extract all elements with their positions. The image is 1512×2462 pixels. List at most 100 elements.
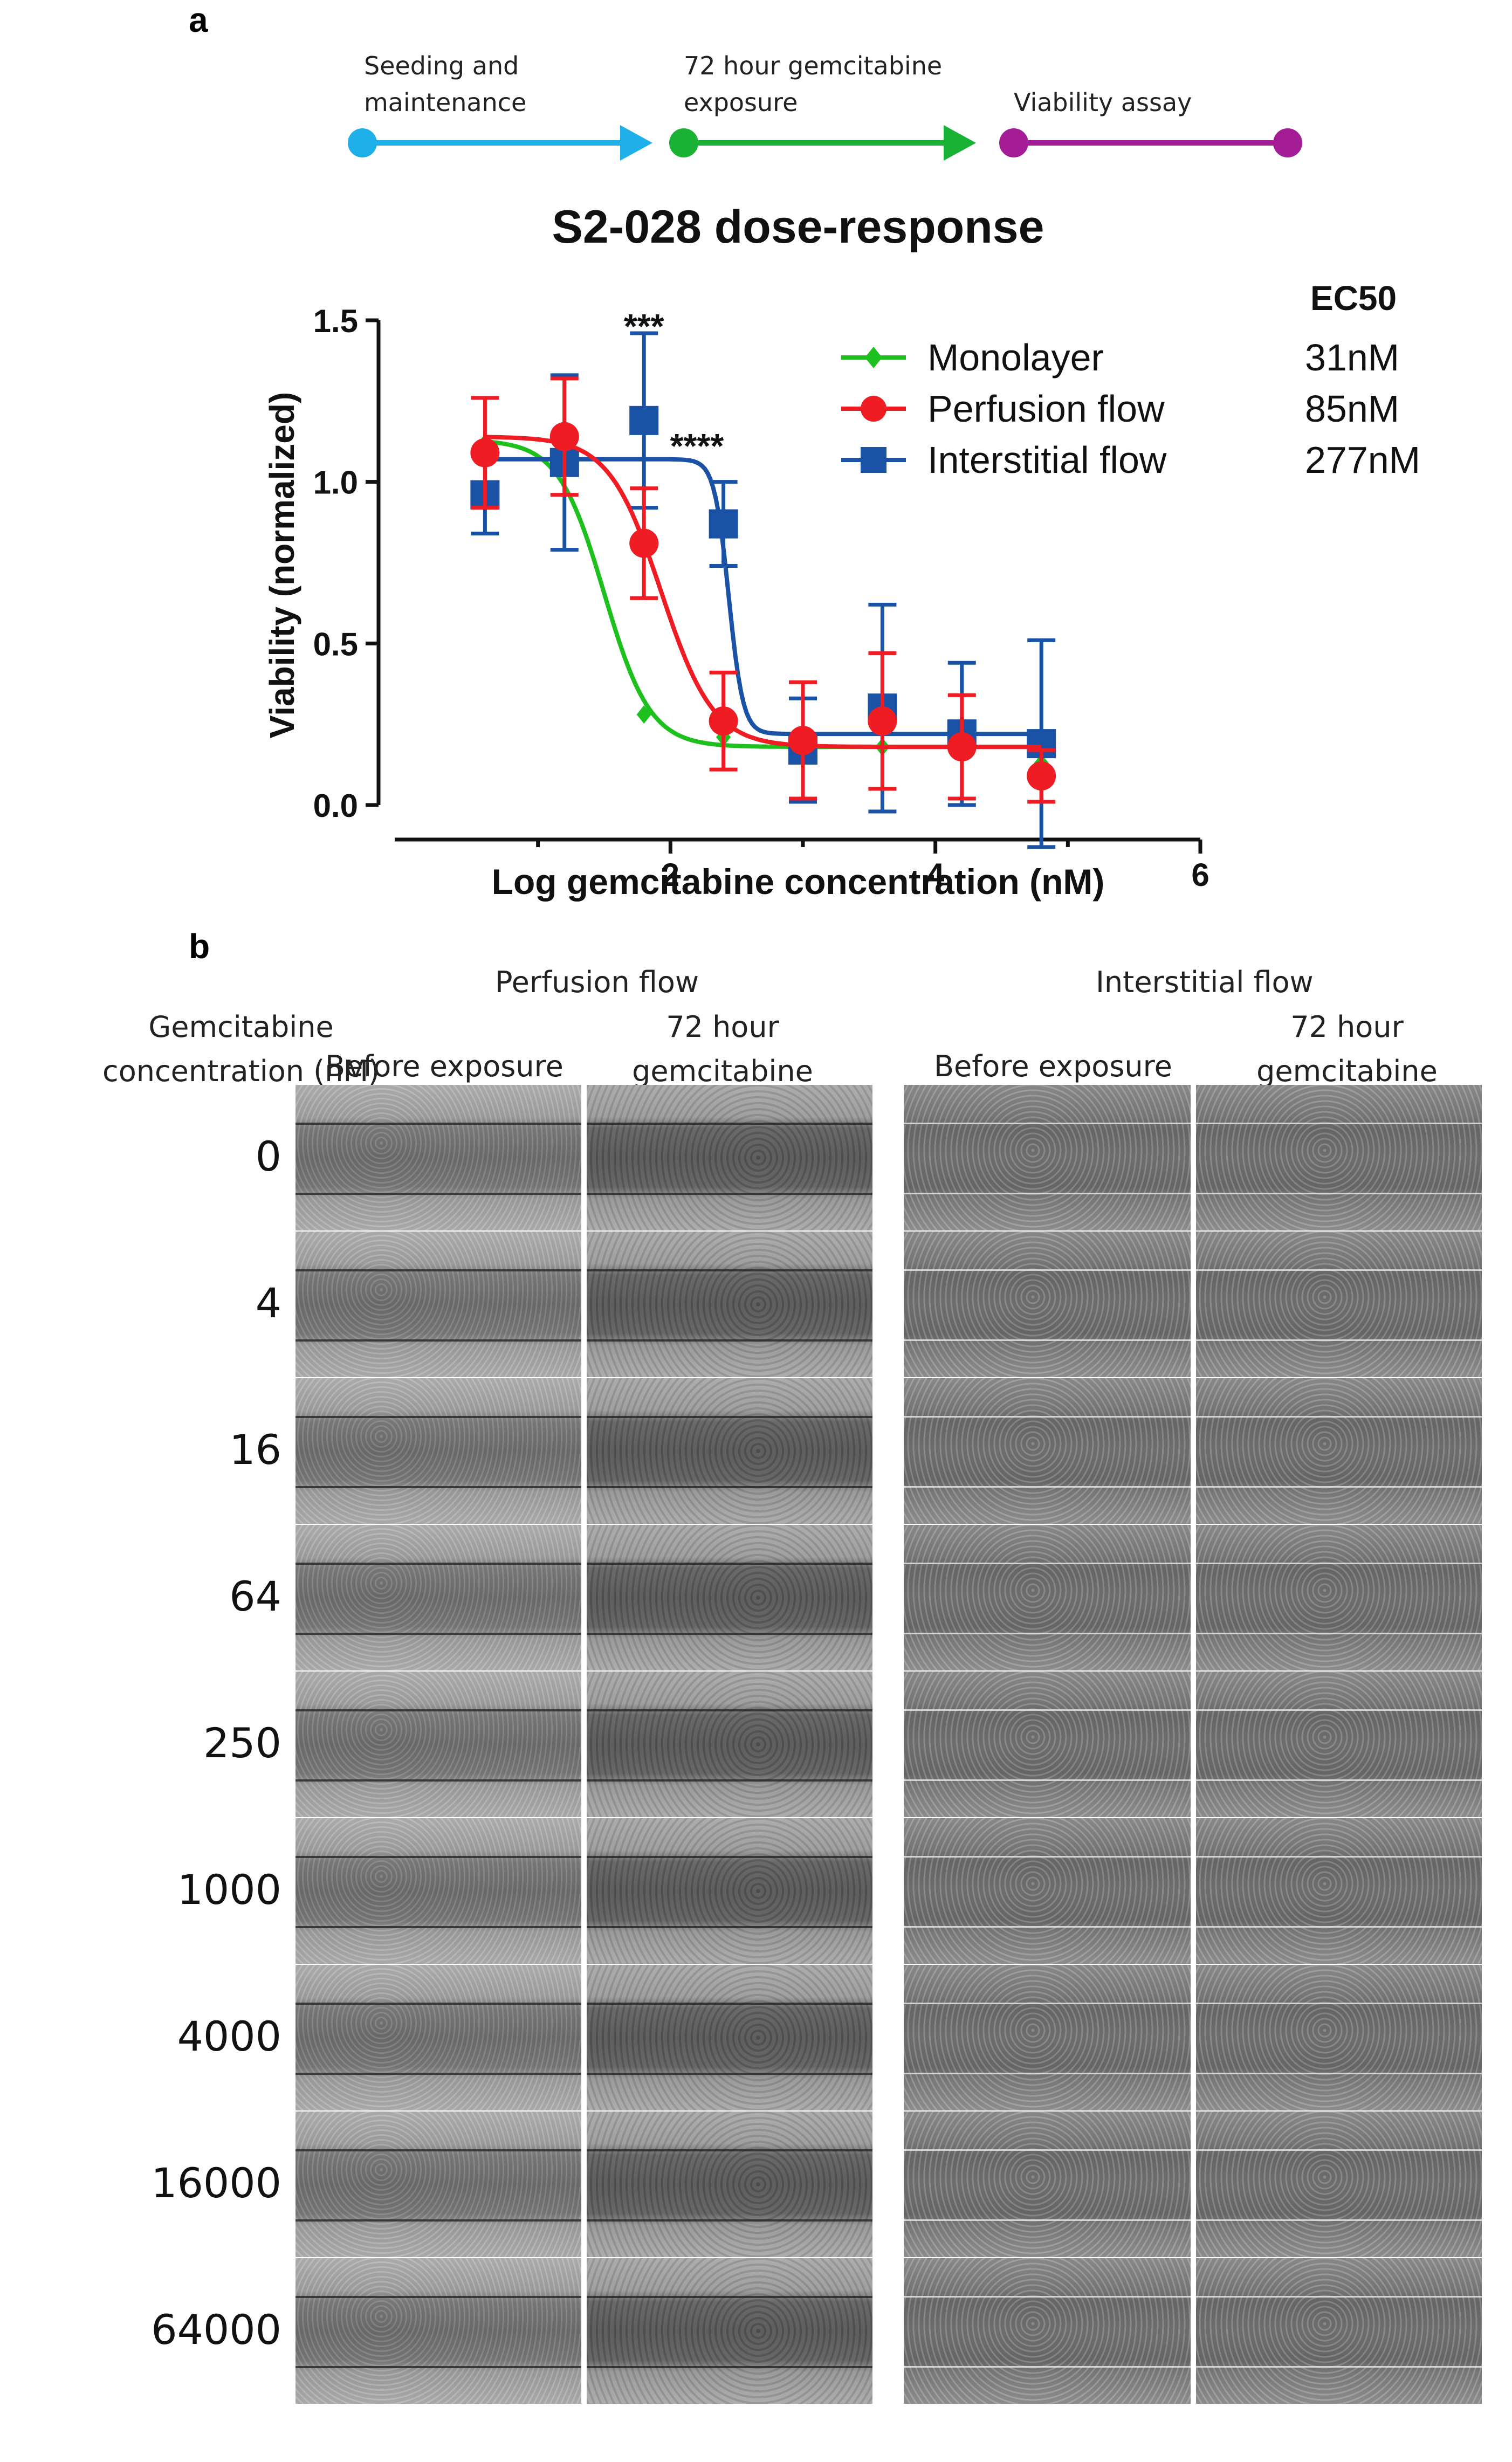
channel-boundary-line [904, 1563, 1191, 1565]
channel-boundary-line [587, 1416, 872, 1419]
panel-a-letter: a [189, 1, 208, 39]
timeline-dot-exposure [669, 128, 698, 157]
channel-boundary-line [587, 2072, 872, 2075]
channel-boundary-line [1196, 2072, 1482, 2074]
micrograph-cell [295, 2112, 581, 2257]
panel-b-letter: b [189, 927, 210, 966]
channel-boundary-line [904, 1632, 1191, 1634]
channel-boundary-line [1196, 2296, 1482, 2298]
micrograph-cell [1196, 1378, 1482, 1524]
chart-point-perfusion-flow [947, 732, 977, 762]
channel-boundary-line [295, 2072, 581, 2075]
timeline-step-1-line2: maintenance [364, 88, 527, 117]
channel-boundary-line [587, 1779, 872, 1782]
group-label-interstitial: Interstitial flow [1096, 965, 1314, 999]
micrograph-cell [587, 1232, 872, 1377]
legend-ec50-interstitial-flow: 277nM [1305, 439, 1420, 481]
micrograph-cell [904, 1818, 1191, 1964]
channel-boundary-line [587, 1192, 872, 1195]
channel-boundary-line [1196, 2219, 1482, 2221]
concentration-label: 64000 [151, 2306, 281, 2354]
micrograph-cell [904, 1378, 1191, 1524]
chart-x-tick-label: 6 [1191, 857, 1209, 893]
channel-boundary-line [295, 2149, 581, 2152]
concentration-label: 16000 [151, 2159, 281, 2207]
channel-boundary-line [1196, 2365, 1482, 2368]
concentration-label: 4 [255, 1279, 281, 1327]
channel-boundary-line [1196, 2003, 1482, 2005]
legend-label-perfusion-flow: Perfusion flow [927, 388, 1165, 430]
channel-boundary-line [295, 1416, 581, 1419]
channel-boundary-line [587, 1709, 872, 1712]
legend-ec50-perfusion-flow: 85nM [1305, 388, 1399, 430]
micrograph-cell [295, 1232, 581, 1377]
channel-boundary-line [1196, 1123, 1482, 1125]
channel-boundary-line [587, 2365, 872, 2368]
micrograph-cell [587, 1085, 872, 1230]
micrograph-cell [587, 2112, 872, 2257]
interstitial-col2-line1: 72 hour [1290, 1010, 1404, 1044]
channel-boundary-line [904, 2219, 1191, 2221]
interstitial-col2-header: 72 hour gemcitabine [1212, 1005, 1482, 1094]
micrograph-cell [904, 1525, 1191, 1670]
interstitial-col2-line2: gemcitabine [1256, 1054, 1438, 1088]
row-header: Gemcitabine concentration (nM) [102, 1005, 380, 1094]
micrograph-cell [1196, 1672, 1482, 1817]
channel-boundary-line [904, 1416, 1191, 1418]
group-label-perfusion: Perfusion flow [495, 965, 699, 999]
channel-boundary-line [1196, 1486, 1482, 1488]
channel-boundary-line [1196, 1856, 1482, 1858]
micrograph-cell [295, 1085, 581, 1230]
chart-y-tick-label: 0.5 [313, 626, 358, 662]
legend-label-monolayer: Monolayer [927, 336, 1104, 379]
micrograph-cell [904, 1085, 1191, 1230]
channel-boundary-line [295, 2219, 581, 2222]
channel-boundary-line [295, 1269, 581, 1272]
timeline-step-2-label: 72 hour gemcitabine exposure [684, 47, 942, 121]
chart-x-tick-label: 4 [926, 857, 945, 893]
micrograph-cell [1196, 1232, 1482, 1377]
dose-response-chart: S2-028 dose-response Viability (normaliz… [263, 201, 1420, 902]
channel-boundary-line [587, 1339, 872, 1342]
channel-boundary-line [904, 1339, 1191, 1341]
channel-boundary-line [295, 1779, 581, 1782]
micrograph-cell [1196, 2112, 1482, 2257]
channel-boundary-line [904, 1192, 1191, 1194]
micrograph-cell [587, 1525, 872, 1670]
channel-boundary-line [1196, 1416, 1482, 1418]
row-header-line2: concentration (nM) [102, 1054, 380, 1088]
chart-y-tick-label: 0.0 [313, 788, 358, 824]
channel-boundary-line [295, 1339, 581, 1342]
chart-point-monolayer [865, 347, 882, 368]
chart-point-perfusion-flow [549, 422, 579, 451]
micrograph-cell [587, 1965, 872, 2110]
micrograph-cell [1196, 1818, 1482, 1964]
legend-label-interstitial-flow: Interstitial flow [927, 439, 1167, 481]
micrograph-cell [587, 1378, 872, 1524]
micrograph-cell [295, 1525, 581, 1670]
micrograph-cell [904, 1672, 1191, 1817]
timeline-step-2-line2: exposure [684, 88, 798, 117]
channel-boundary-line [904, 2365, 1191, 2368]
row-header-line1: Gemcitabine [148, 1010, 334, 1044]
chart-point-interstitial-flow [709, 509, 738, 539]
micrograph-cell [1196, 2258, 1482, 2404]
chart-point-perfusion-flow [861, 396, 886, 422]
legend-ec50-monolayer: 31nM [1305, 336, 1399, 379]
channel-boundary-line [295, 1486, 581, 1488]
chart-fit-line-interstitial-flow [485, 457, 1042, 737]
channel-boundary-line [295, 2296, 581, 2299]
channel-boundary-line [587, 1632, 872, 1635]
perfusion-col1-header: Before exposure [325, 1049, 563, 1083]
micrograph-cell [587, 1672, 872, 1817]
micrograph-cell [295, 1672, 581, 1817]
perfusion-col2-line2: gemcitabine [632, 1054, 813, 1088]
concentration-label: 64 [229, 1572, 281, 1620]
channel-boundary-line [295, 1192, 581, 1195]
channel-boundary-line [587, 1563, 872, 1565]
channel-boundary-line [587, 1486, 872, 1488]
micrograph-cell [295, 2258, 581, 2404]
micrograph-cell [1196, 1965, 1482, 2110]
channel-boundary-line [587, 2149, 872, 2152]
channel-boundary-line [1196, 1632, 1482, 1634]
